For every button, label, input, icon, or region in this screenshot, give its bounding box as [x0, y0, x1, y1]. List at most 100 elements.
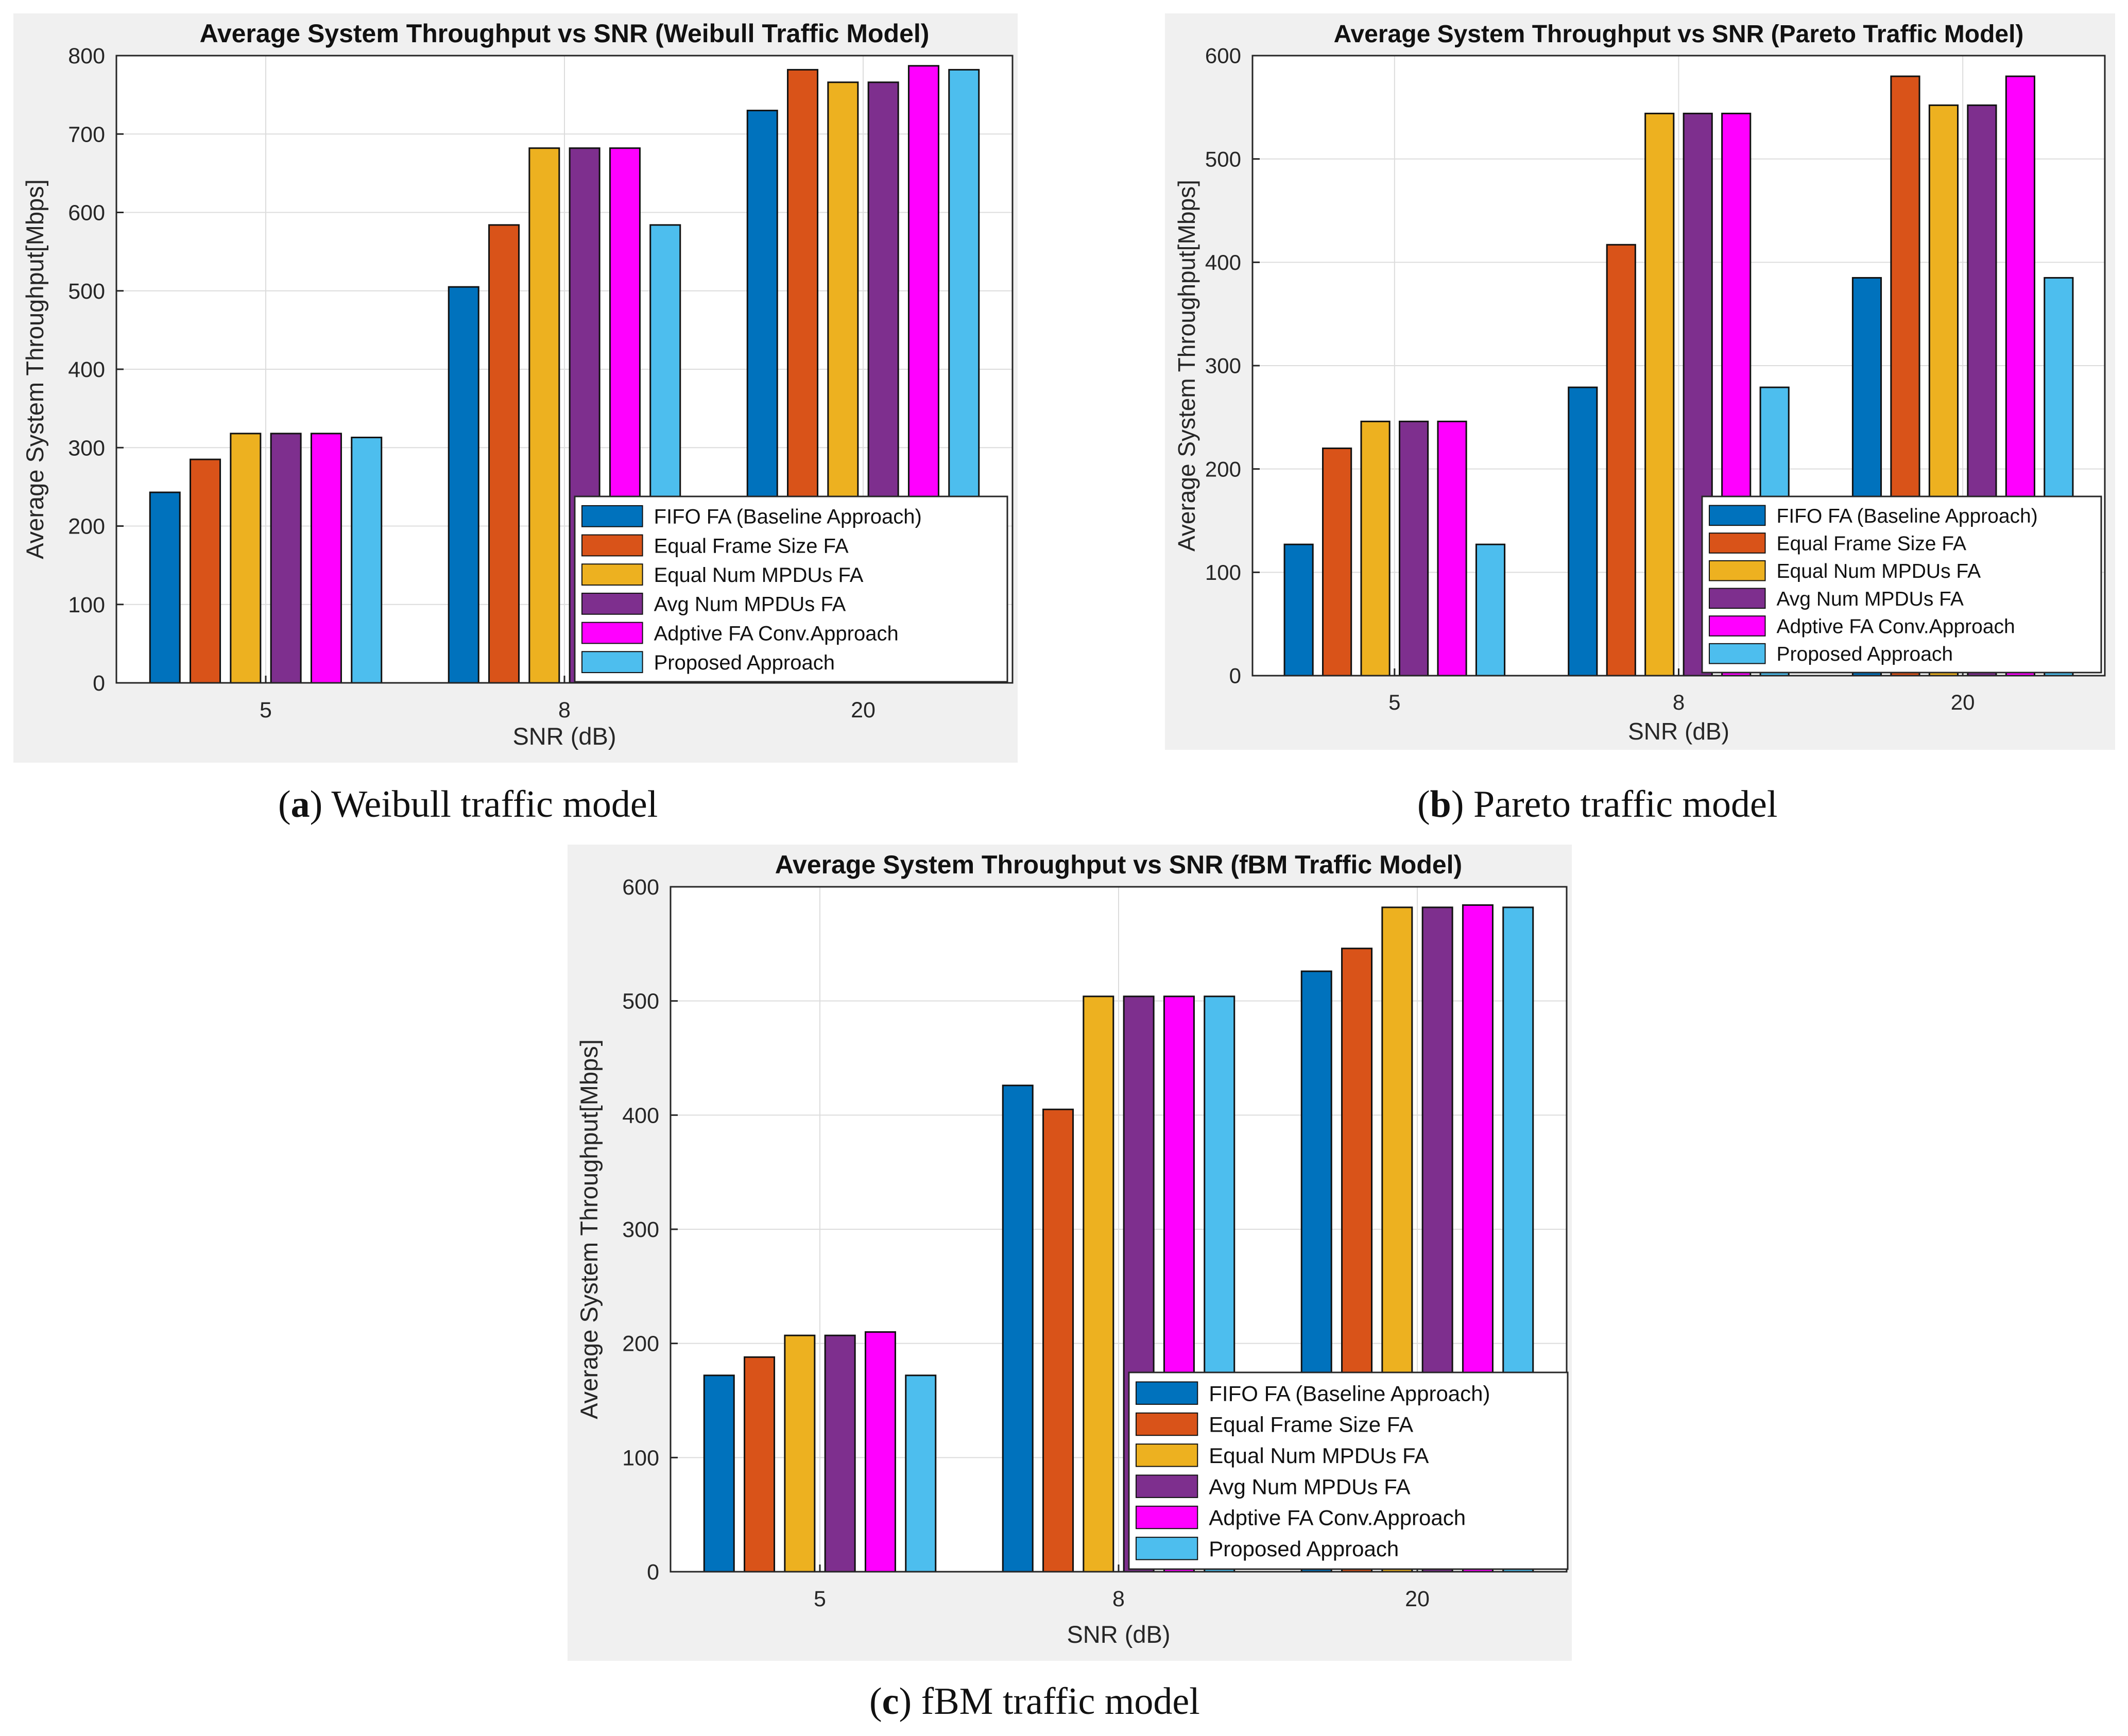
legend-swatch — [1709, 615, 1766, 637]
x-tick-label: 20 — [851, 698, 876, 723]
y-tick-label: 300 — [622, 1217, 659, 1242]
legend-label: Proposed Approach — [654, 651, 835, 674]
legend: FIFO FA (Baseline Approach) Equal Frame S… — [1701, 495, 2102, 674]
bar — [1042, 1108, 1074, 1573]
legend-swatch — [1709, 532, 1766, 554]
legend-label: Equal Frame Size FA — [1777, 533, 1966, 555]
y-tick-label: 400 — [1205, 250, 1241, 274]
chart-title: Average System Throughput vs SNR (fBM Tr… — [775, 850, 1462, 879]
legend-label: FIFO FA (Baseline Approach) — [1209, 1381, 1490, 1405]
bar — [905, 1374, 937, 1573]
bar — [448, 286, 479, 684]
bar — [1644, 112, 1675, 677]
bar — [1568, 386, 1598, 677]
x-tick-label: 8 — [1112, 1587, 1125, 1611]
legend-swatch — [1136, 1537, 1198, 1560]
legend-swatch — [581, 592, 643, 615]
legend-label: Equal Num MPDUs FA — [1777, 560, 1981, 582]
x-tick-label: 8 — [558, 698, 571, 723]
x-tick-label: 8 — [1673, 690, 1685, 714]
legend-label: FIFO FA (Baseline Approach) — [1777, 505, 2038, 527]
y-tick-label: 200 — [68, 514, 105, 539]
x-axis-label: SNR (dB) — [512, 723, 616, 750]
legend-swatch — [1136, 1505, 1198, 1529]
y-tick-label: 600 — [622, 875, 659, 900]
bar — [784, 1334, 816, 1573]
legend-label: Avg Num MPDUs FA — [654, 593, 846, 616]
x-axis-label: SNR (dB) — [1628, 718, 1729, 745]
legend-swatch — [1709, 643, 1766, 664]
caption-pareto: (b) Pareto traffic model — [1417, 783, 1778, 826]
bar — [310, 433, 342, 684]
y-tick-label: 500 — [1205, 147, 1241, 171]
bar — [351, 436, 383, 684]
y-tick-label: 600 — [68, 201, 105, 226]
legend-label: Avg Num MPDUs FA — [1209, 1474, 1410, 1499]
chart-title: Average System Throughput vs SNR (Weibul… — [200, 19, 930, 48]
legend-label: Adptive FA Conv.Approach — [1777, 616, 2015, 638]
y-tick-label: 600 — [1205, 44, 1241, 68]
chart-panel-weibull: 0 100 200 300 400 500 600 700 800 5 8 20 Average Sys… — [13, 13, 1018, 763]
bar — [528, 147, 560, 684]
caption-weibull: (a) Weibull traffic model — [278, 783, 658, 826]
y-axis-label: Average System Throughput[Mbps] — [1173, 180, 1200, 552]
bar — [824, 1334, 856, 1573]
chart-panel-fbm: 0 100 200 300 400 500 600 5 8 20 Average System Th… — [568, 845, 1572, 1661]
legend-label: Proposed Approach — [1209, 1537, 1399, 1561]
bar-chart-fbm: 0 100 200 300 400 500 600 5 8 20 Average System Th… — [568, 845, 1572, 1661]
x-axis-label: SNR (dB) — [1067, 1621, 1170, 1648]
legend-label: Adptive FA Conv.Approach — [654, 622, 899, 645]
bar — [1283, 543, 1314, 677]
legend-swatch — [1136, 1381, 1198, 1405]
y-tick-label: 500 — [68, 279, 105, 304]
legend-box — [1128, 1371, 1569, 1570]
bar — [1322, 448, 1352, 677]
y-tick-label: 800 — [68, 44, 105, 68]
bar — [1606, 244, 1636, 677]
bar — [1360, 420, 1391, 677]
chart-panel-pareto: 0 100 200 300 400 500 600 5 8 20 Average System Th… — [1165, 13, 2115, 750]
legend-swatch — [1136, 1474, 1198, 1498]
bar — [270, 433, 302, 684]
legend: FIFO FA (Baseline Approach) Equal Frame S… — [574, 495, 1008, 683]
y-tick-label: 500 — [622, 989, 659, 1014]
y-tick-label: 400 — [68, 357, 105, 382]
legend-swatch — [1136, 1443, 1198, 1467]
bar — [230, 433, 262, 684]
y-tick-label: 0 — [1229, 664, 1241, 688]
y-tick-label: 200 — [622, 1332, 659, 1356]
legend-swatch — [1709, 560, 1766, 581]
bar — [1475, 543, 1506, 677]
legend-label: Equal Num MPDUs FA — [1209, 1443, 1429, 1468]
bar — [1398, 420, 1429, 677]
bar — [488, 224, 520, 684]
bar-chart-pareto: 0 100 200 300 400 500 600 5 8 20 Average System Th… — [1165, 13, 2115, 750]
caption-fbm: (c) fBM traffic model — [869, 1680, 1200, 1723]
bar — [864, 1331, 896, 1573]
legend-swatch — [1136, 1412, 1198, 1436]
bar-chart-weibull: 0 100 200 300 400 500 600 700 800 5 8 20 Average Sys… — [13, 13, 1018, 763]
x-tick-label: 5 — [814, 1587, 826, 1611]
y-tick-label: 100 — [68, 593, 105, 617]
y-tick-label: 100 — [622, 1446, 659, 1470]
bar — [190, 458, 221, 684]
x-tick-label: 5 — [1388, 690, 1400, 714]
chart-title: Average System Throughput vs SNR (Pareto… — [1334, 21, 2024, 48]
legend-swatch — [581, 505, 643, 527]
bar — [1437, 420, 1467, 677]
y-axis-label: Average System Throughput[Mbps] — [21, 179, 48, 559]
legend-label: Proposed Approach — [1777, 643, 1953, 665]
x-tick-label: 20 — [1951, 690, 1975, 714]
y-tick-label: 0 — [647, 1560, 659, 1585]
legend-swatch — [1709, 505, 1766, 526]
y-tick-label: 200 — [1205, 457, 1241, 481]
bar — [744, 1356, 776, 1573]
legend-swatch — [581, 563, 643, 586]
legend-swatch — [581, 534, 643, 557]
y-tick-label: 0 — [93, 671, 105, 696]
y-tick-label: 400 — [622, 1103, 659, 1128]
legend-label: Equal Frame Size FA — [1209, 1413, 1413, 1437]
legend-swatch — [581, 622, 643, 644]
legend-box — [1701, 495, 2102, 674]
y-axis-label: Average System Throughput[Mbps] — [575, 1039, 603, 1419]
